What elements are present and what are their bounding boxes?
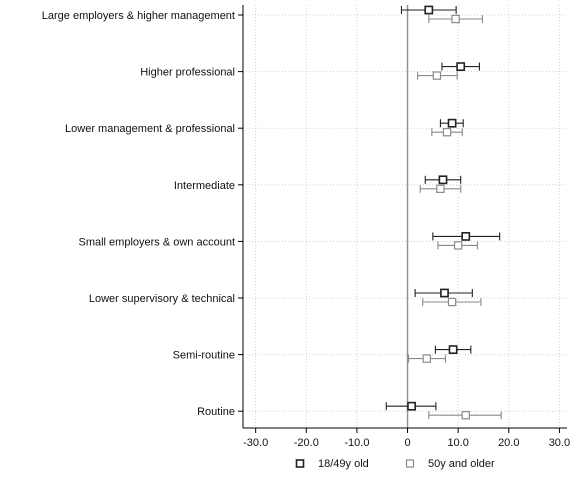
point-estimate-marker xyxy=(408,403,415,410)
category-label: Semi-routine xyxy=(173,350,235,362)
point-estimate-marker xyxy=(437,185,444,192)
point-estimate-marker xyxy=(425,6,432,13)
point-estimate-marker xyxy=(443,129,450,136)
x-tick-label: -20.0 xyxy=(294,437,319,449)
category-label: Routine xyxy=(197,406,235,418)
point-estimate-marker xyxy=(433,72,440,79)
legend-label: 18/49y old xyxy=(318,458,369,470)
x-tick-label: -30.0 xyxy=(243,437,268,449)
legend-marker xyxy=(407,460,414,467)
point-estimate-marker xyxy=(423,355,430,362)
category-label: Small employers & own account xyxy=(78,236,235,248)
x-tick-label: 30.0 xyxy=(549,437,570,449)
category-label: Large employers & higher management xyxy=(42,10,235,22)
category-label: Intermediate xyxy=(174,180,235,192)
category-label: Lower supervisory & technical xyxy=(89,293,235,305)
point-estimate-marker xyxy=(462,233,469,240)
x-tick-label: -10.0 xyxy=(344,437,369,449)
point-estimate-marker xyxy=(448,120,455,127)
x-tick-label: 0 xyxy=(404,437,410,449)
point-estimate-marker xyxy=(455,242,462,249)
x-tick-label: 20.0 xyxy=(498,437,519,449)
point-estimate-marker xyxy=(457,63,464,70)
point-estimate-marker xyxy=(449,346,456,353)
point-estimate-marker xyxy=(439,176,446,183)
legend-marker xyxy=(297,460,304,467)
point-estimate-marker xyxy=(441,289,448,296)
x-tick-label: 10.0 xyxy=(447,437,468,449)
category-label: Lower management & professional xyxy=(65,123,235,135)
point-estimate-marker xyxy=(452,15,459,22)
point-estimate-marker xyxy=(448,298,455,305)
category-label: Higher professional xyxy=(140,67,235,79)
legend-label: 50y and older xyxy=(428,458,495,470)
point-estimate-marker xyxy=(462,412,469,419)
